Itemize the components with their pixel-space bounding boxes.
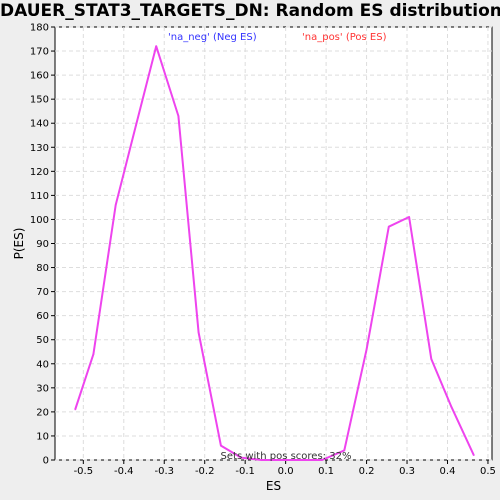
x-tick-label: 0.0 [278, 466, 294, 477]
x-tick-label: -0.1 [235, 466, 255, 477]
y-tick-label: 100 [30, 215, 49, 226]
x-axis-label: ES [266, 479, 281, 493]
x-tick-label: 0.3 [399, 466, 415, 477]
y-tick-label: 130 [30, 143, 49, 154]
series-point [114, 204, 117, 206]
y-tick-label: 70 [36, 287, 49, 298]
series-point [365, 348, 368, 351]
y-tick-label: 120 [30, 167, 49, 178]
x-tick-label: 0.5 [480, 466, 496, 477]
series-point [430, 358, 433, 360]
y-axis: 0 10 20 30 40 50 60 70 80 90 100 110 120 130 140 150 160… [30, 23, 55, 467]
series-point [260, 459, 263, 461]
series-point [177, 115, 180, 117]
y-tick-label: 90 [36, 239, 49, 250]
series-line [74, 45, 475, 461]
legend-pos: 'na_pos' (Pos ES) [302, 32, 387, 43]
x-tick-label: -0.5 [74, 466, 94, 477]
y-tick-label: 150 [30, 95, 49, 106]
y-tick-label: 10 [36, 431, 49, 442]
x-tick-label: 0.2 [359, 466, 375, 477]
series-point [240, 456, 242, 459]
series-point [343, 449, 346, 452]
x-tick-label: -0.2 [195, 466, 215, 477]
y-tick-label: 20 [36, 407, 49, 418]
series-point [301, 459, 303, 461]
x-tick-label: -0.3 [154, 466, 174, 477]
series-point [280, 459, 283, 461]
x-axis: -0.5 -0.4 -0.3 -0.2 -0.1 0.0 0.1 0.2 0.3 0.4 0.5 [74, 460, 496, 477]
series-point [220, 444, 222, 447]
series-point [408, 216, 410, 218]
series-point [74, 408, 77, 411]
y-tick-label: 170 [30, 47, 49, 58]
y-tick-label: 0 [43, 456, 49, 467]
y-tick-label: 110 [30, 191, 49, 202]
y-tick-label: 60 [36, 311, 49, 322]
series-group [74, 45, 475, 461]
chart-title: DAUER_STAT3_TARGETS_DN: Random ES distri… [0, 1, 500, 21]
y-tick-label: 30 [36, 383, 49, 394]
x-tick-label: -0.4 [114, 466, 134, 477]
y-tick-label: 50 [36, 335, 49, 346]
series-point [472, 454, 475, 456]
x-tick-label: 0.4 [440, 466, 456, 477]
x-tick-label: 0.1 [318, 466, 334, 477]
y-axis-label: P(ES) [12, 228, 26, 260]
y-tick-label: 160 [30, 71, 49, 82]
series-point [92, 353, 95, 355]
legend-neg: 'na_neg' (Neg ES) [168, 32, 257, 43]
y-tick-label: 180 [30, 23, 49, 34]
series-point [388, 225, 390, 228]
y-tick-label: 140 [30, 119, 49, 130]
series-point [155, 45, 157, 48]
pos-scores-annotation: Sets with pos scores: 32% [221, 451, 352, 462]
series-point [197, 331, 200, 334]
series-point [321, 459, 323, 461]
y-tick-label: 80 [36, 263, 49, 274]
y-tick-label: 40 [36, 359, 49, 370]
series-point [135, 124, 137, 127]
series-point [450, 406, 453, 408]
